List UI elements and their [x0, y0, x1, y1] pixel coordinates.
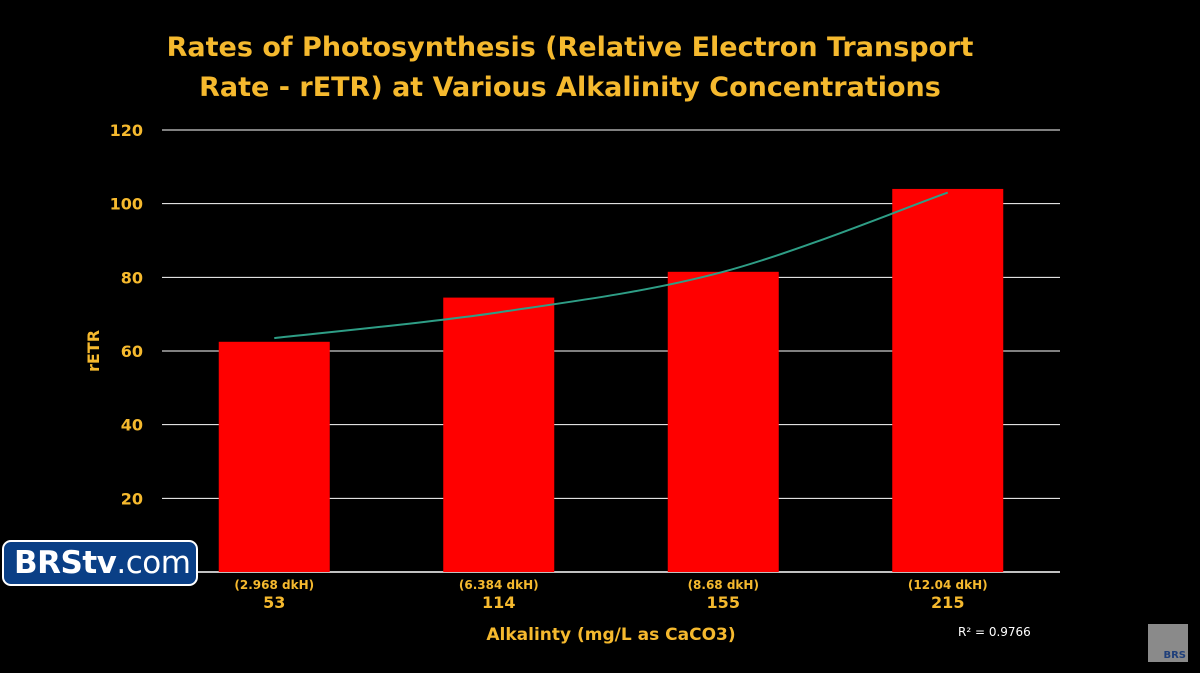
- bar: [667, 271, 779, 572]
- bar: [218, 341, 330, 572]
- bar: [892, 188, 1004, 572]
- r-squared-label: R² = 0.9766: [958, 625, 1031, 639]
- y-tick-label: 80: [121, 268, 143, 287]
- y-tick-label: 40: [121, 416, 143, 435]
- x-tick-label: 114: [482, 593, 515, 612]
- x-axis-label: Alkalinty (mg/L as CaCO3): [486, 625, 735, 645]
- x-tick-sublabel: (8.68 dkH): [688, 578, 759, 592]
- x-tick-label: 155: [707, 593, 740, 612]
- brand-strong: BRStv: [14, 545, 117, 581]
- x-tick-sublabel: (2.968 dkH): [234, 578, 314, 592]
- brand-suffix: .com: [116, 545, 191, 581]
- y-tick-label: 20: [121, 489, 143, 508]
- x-tick-sublabel: (6.384 dkH): [459, 578, 539, 592]
- trendline: [274, 191, 949, 340]
- corner-watermark-logo: BRS: [1148, 624, 1188, 662]
- y-tick-label: 100: [110, 195, 143, 214]
- bar: [443, 297, 555, 572]
- corner-logo-text: BRS: [1163, 650, 1186, 661]
- y-tick-label: 60: [121, 342, 143, 361]
- x-tick-sublabel: (12.04 dkH): [908, 578, 988, 592]
- chart-title-line-2: Rate - rETR) at Various Alkalinity Conce…: [199, 72, 941, 103]
- chart-title-line-1: Rates of Photosynthesis (Relative Electr…: [166, 32, 974, 63]
- x-tick-label: 53: [263, 593, 285, 612]
- brstv-logo: BRStv.com: [2, 540, 198, 586]
- y-tick-label: 120: [110, 121, 143, 140]
- x-tick-label: 215: [931, 593, 964, 612]
- y-axis-label: rETR: [84, 330, 103, 372]
